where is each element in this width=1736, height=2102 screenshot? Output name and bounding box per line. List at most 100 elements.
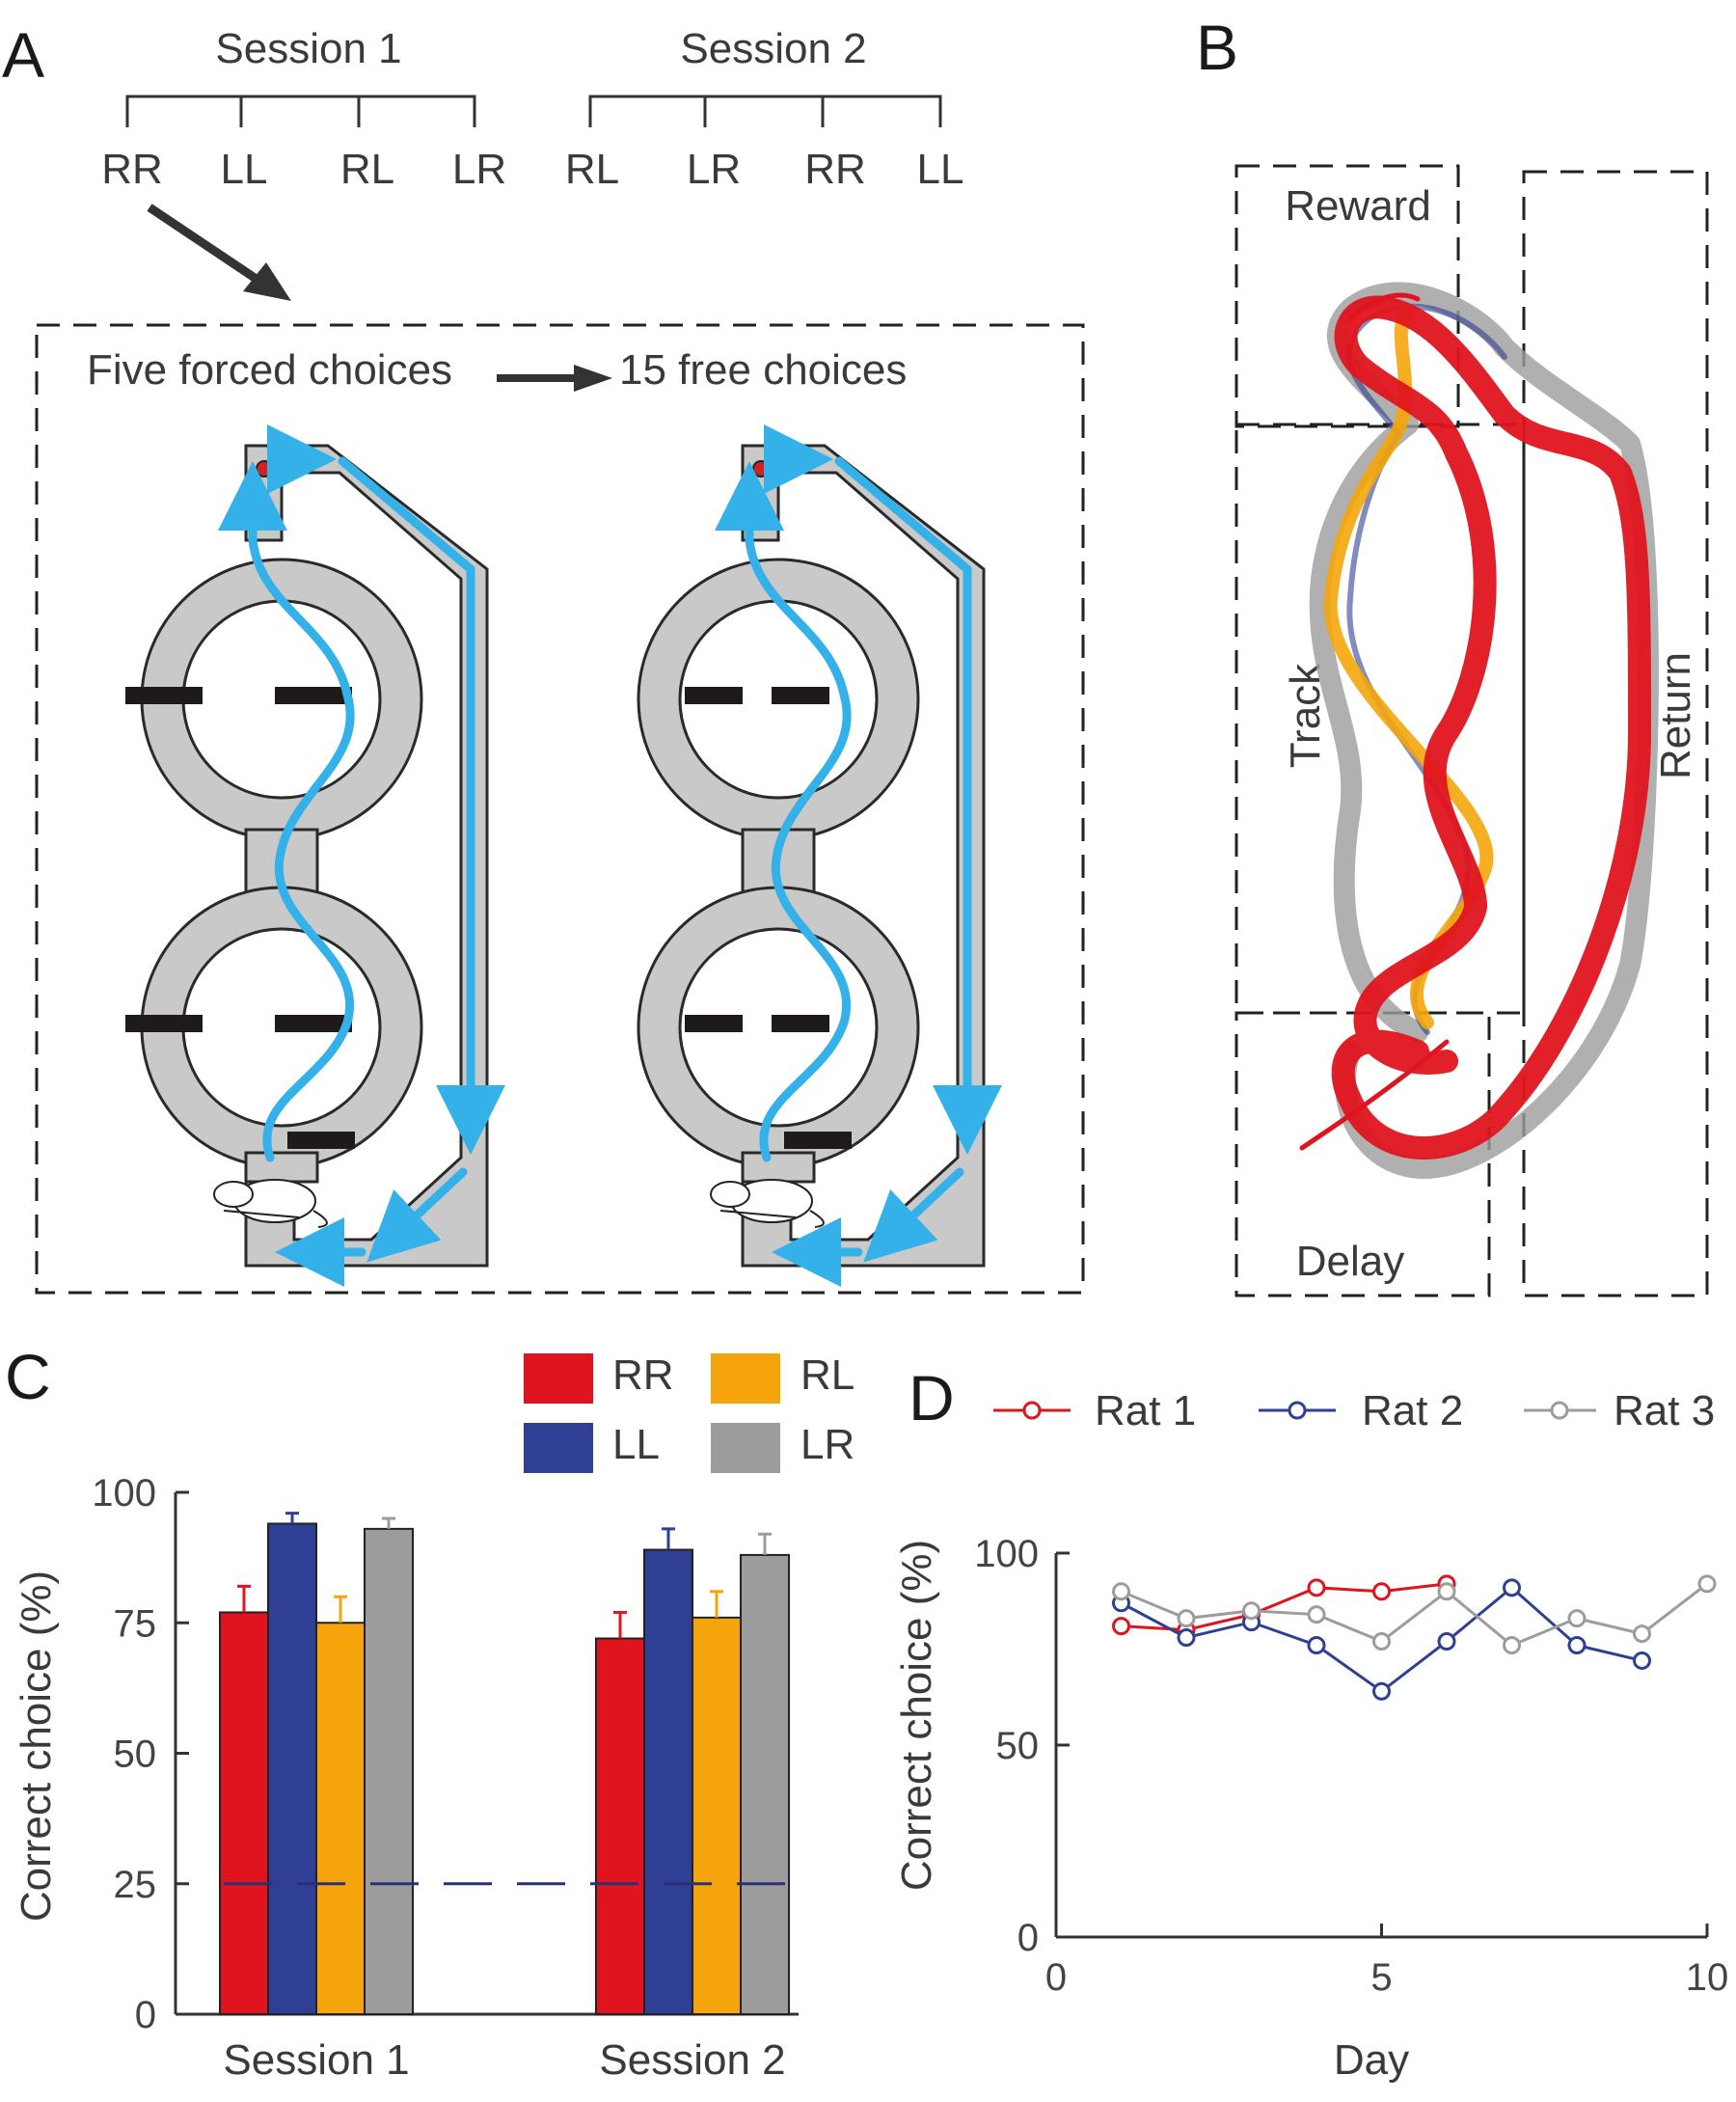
legend-d-rat1-label: Rat 1 [1095, 1387, 1196, 1434]
chart-d-point [1307, 1636, 1326, 1655]
panel-c-letter: C [5, 1341, 51, 1412]
legend-c-rl-label: RL [800, 1351, 854, 1399]
session-arrow [147, 204, 291, 301]
trace-lr [1309, 282, 1659, 1179]
chart-d-point [1437, 1632, 1456, 1652]
maze-path-return-2 [863, 1167, 964, 1263]
chart-c-ytick-label: 50 [114, 1733, 157, 1776]
chart-d-point [1567, 1609, 1587, 1628]
free-choices-label: 15 free choices [619, 346, 907, 394]
panel-d: D Rat 1 Rat 2 Rat 3 Correct choice (%) D… [893, 1362, 1728, 2084]
forced-choices-label: Five forced choices [87, 346, 452, 394]
chart-d-point [1633, 1651, 1651, 1670]
chart-d-xtick-label: 10 [1686, 1956, 1729, 1999]
reward-dot [256, 460, 273, 478]
chart-d-xlabel: Day [1334, 2036, 1409, 2084]
reward-dot [752, 460, 770, 478]
door-start [287, 1132, 355, 1149]
door-upper-left [125, 687, 203, 704]
chart-d-xtick-label: 5 [1370, 1956, 1392, 1999]
rat-icon [213, 1179, 328, 1228]
legend-d-rat1: Rat 1 [993, 1387, 1196, 1434]
session2-title: Session 2 [680, 25, 866, 72]
reward-region [1234, 164, 1460, 428]
session2-order-2: LR [687, 146, 741, 193]
chart-d-point [1112, 1617, 1130, 1636]
door-lower-left [125, 1015, 203, 1032]
door-upper-left [685, 687, 743, 704]
legend-d-rat3: Rat 3 [1524, 1387, 1715, 1434]
chart-d-point [1242, 1601, 1261, 1621]
maze-path-track [218, 461, 355, 1162]
legend-d-rat2: Rat 2 [1259, 1387, 1463, 1434]
chart-c-bar [740, 1553, 790, 2016]
chart-d-ytick-label: 100 [974, 1533, 1039, 1575]
chart-d-point [1372, 1632, 1391, 1652]
door-start [784, 1132, 852, 1149]
chart-d: 0 50 100 0 5 10 [974, 1533, 1728, 1999]
chart-c-ylabel: Correct choice (%) [13, 1570, 60, 1922]
trace-rr-stray [1299, 292, 1450, 1151]
maze-start-box [741, 1151, 816, 1184]
chart-d-point [1503, 1636, 1521, 1655]
chart-d-point [1697, 1574, 1717, 1594]
legend-c-lr-label: LR [800, 1421, 854, 1468]
trajectory-traces [1299, 282, 1659, 1179]
session2-order-3: RR [804, 146, 866, 193]
chart-c-ytick-label: 100 [92, 1472, 156, 1515]
panel-a: A Session 1 RR LL RL LR Session 2 RL LR … [2, 19, 1085, 1295]
chart-d-ylabel: Correct choice (%) [893, 1540, 940, 1891]
chart-c-ytick-label: 75 [114, 1602, 157, 1645]
maze-path-return-2 [366, 1167, 468, 1263]
chart-c: 0 25 50 75 100 Session 1 Session 2 [92, 1472, 799, 2084]
session1-order-1: RR [101, 146, 163, 193]
chart-d-ytick-label: 50 [996, 1725, 1040, 1767]
legend-c-lr: LR [711, 1421, 854, 1473]
chart-c-bar [315, 1622, 366, 2015]
chart-d-ytick-label: 0 [1017, 1917, 1039, 1959]
legend-c: RR RL LL LR [524, 1351, 854, 1473]
legend-c-rr-label: RR [612, 1351, 674, 1399]
session2-order-1: RL [565, 146, 619, 193]
maze-path-track [715, 461, 852, 1162]
chart-c-bar [364, 1527, 414, 2015]
panel-d-letter: D [909, 1362, 955, 1433]
chart-d-point [1177, 1628, 1196, 1648]
chart-c-bar [267, 1522, 317, 2015]
door-lower-right [772, 1015, 829, 1032]
legend-d: Rat 1 Rat 2 Rat 3 [993, 1387, 1715, 1434]
maze-path-return [834, 456, 1002, 1155]
maze-forced [125, 424, 505, 1287]
chart-c-bar [692, 1616, 742, 2015]
return-region [1522, 170, 1709, 1297]
chart-c-xtick-label: Session 2 [599, 2036, 785, 2084]
chart-d-line-rat-3 [1120, 1582, 1708, 1648]
legend-d-rat2-label: Rat 2 [1362, 1387, 1463, 1434]
door-upper-right [275, 687, 352, 704]
legend-c-rl: RL [711, 1351, 854, 1404]
door-lower-left [685, 1015, 743, 1032]
protocol-box [35, 323, 1085, 1295]
door-lower-right [275, 1015, 352, 1032]
chart-d-line-rat-1 [1121, 1582, 1448, 1632]
forced-to-free-arrow [497, 365, 612, 392]
session1-tree-lines [125, 95, 476, 127]
chart-c-bar [643, 1548, 693, 2015]
maze-start-box [244, 1151, 319, 1184]
legend-c-ll: LL [524, 1421, 660, 1473]
chart-c-bar [219, 1611, 269, 2016]
trace-rl [1323, 307, 1494, 1029]
chart-c-ytick-label: 0 [135, 1994, 156, 2036]
chart-d-xtick-label: 0 [1045, 1956, 1067, 1999]
chart-c-ytick-label: 25 [114, 1864, 157, 1906]
chart-d-point [1177, 1609, 1196, 1628]
chart-d-point [1372, 1582, 1391, 1601]
session2-tree-lines [588, 95, 942, 127]
legend-d-rat3-label: Rat 3 [1614, 1387, 1715, 1434]
panel-b: B Reward Track Return Delay [1196, 12, 1709, 1297]
chart-c-xtick-label: Session 1 [223, 2036, 409, 2084]
rat-icon [710, 1179, 825, 1228]
delay-label: Delay [1296, 1238, 1405, 1285]
trace-rr [1331, 295, 1651, 1160]
